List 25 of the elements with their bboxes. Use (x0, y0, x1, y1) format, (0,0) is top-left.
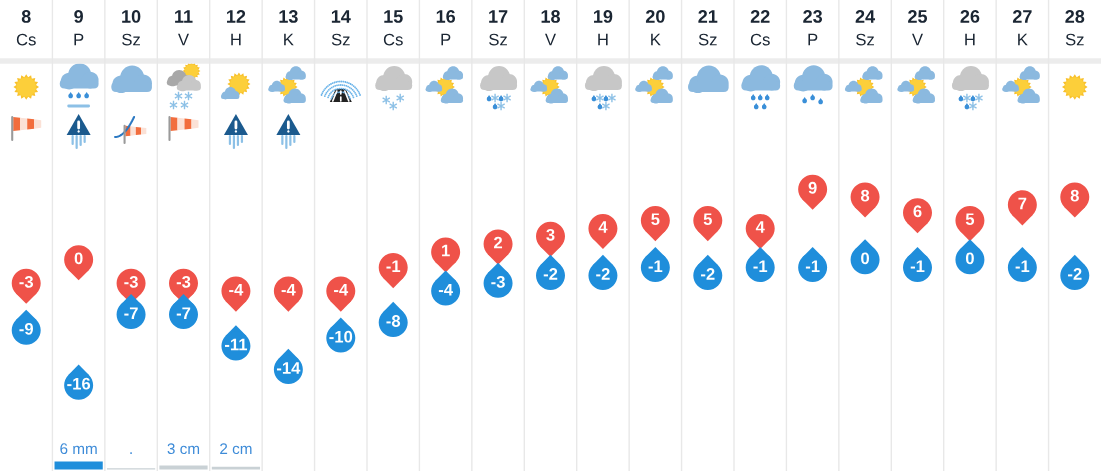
x-tick-label: 8 Cs (16, 10, 36, 46)
data-label: . (130, 452, 132, 454)
x-tick-label: 12 H (227, 10, 246, 46)
x-tick-label: 10 Sz (122, 10, 141, 46)
x-tick-label: 20 K (645, 10, 665, 46)
data-label: 6 mm (60, 443, 97, 455)
x-tick-label: 14 Sz (331, 10, 351, 46)
data-label: 3 cm (167, 443, 200, 455)
x-tick-label: 19 H (594, 10, 613, 46)
x-tick-label: 11 V (175, 10, 193, 46)
x-tick-label: 21 Sz (698, 10, 718, 46)
x-tick-label: 24 Sz (855, 10, 876, 46)
x-tick-label: 23 P (803, 10, 823, 46)
x-tick-label: 9 P (74, 10, 84, 46)
x-tick-label: 15 Cs (383, 10, 403, 46)
x-tick-label: 13 K (279, 10, 298, 46)
x-tick-label: 18 V (541, 10, 560, 46)
x-tick-label: 25 V (908, 10, 928, 46)
x-tick-label: 28 Sz (1065, 10, 1085, 46)
x-tick-label: 16 P (436, 10, 456, 46)
data-label: 2 cm (220, 443, 252, 455)
x-tick-label: 22 Cs (750, 10, 770, 46)
x-tick-label: 26 H (960, 10, 980, 46)
x-tick-label: 27 K (1012, 10, 1032, 46)
x-tick-label: 17 Sz (489, 10, 508, 46)
